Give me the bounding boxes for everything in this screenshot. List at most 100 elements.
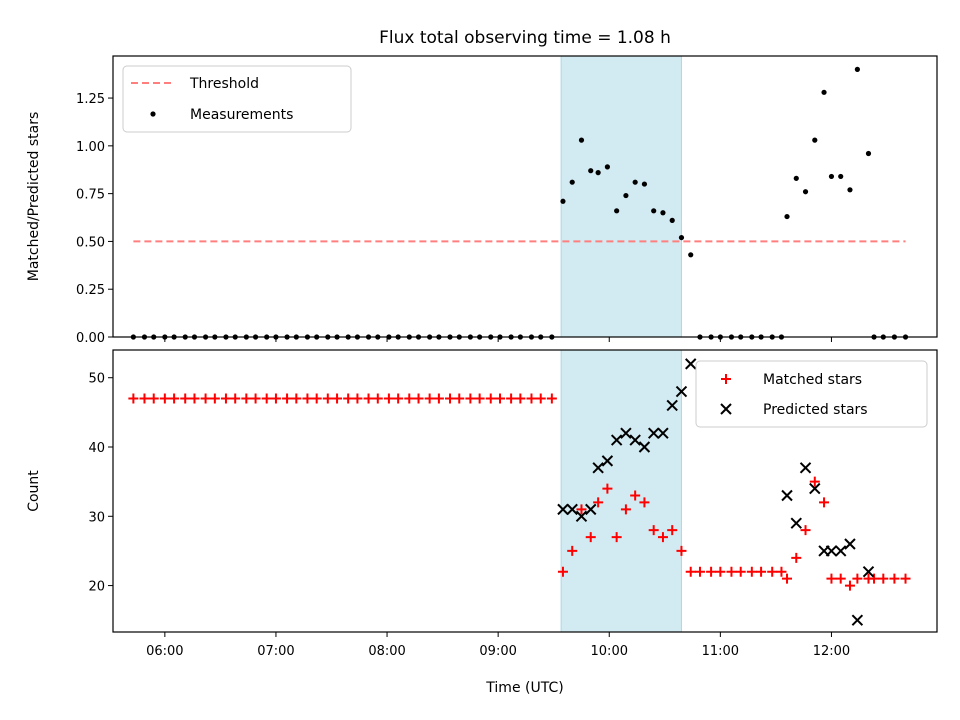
matched-point (782, 573, 793, 584)
matched-point (189, 393, 200, 404)
predicted-point (647, 427, 660, 439)
y-tick-label: 0.50 (76, 235, 105, 250)
matched-point (835, 573, 846, 584)
predicted-point (575, 510, 588, 522)
matched-point (372, 393, 383, 404)
matched-point (567, 545, 578, 556)
matched-point (809, 476, 820, 487)
matched-point (819, 497, 830, 508)
measurement-point (569, 179, 575, 185)
predicted-point (620, 427, 632, 439)
matched-point (694, 566, 705, 577)
matched-point (128, 393, 139, 404)
ratio-panel: 0.00 0.25 0.50 0.75 1.00 1.25 Matched/Predicte… (26, 55, 938, 346)
legend-label: Matched stars (763, 372, 862, 388)
matched-point (585, 532, 596, 543)
legend: Threshold Measurements (122, 65, 352, 133)
matched-point (159, 393, 170, 404)
matched-point (676, 545, 687, 556)
matched-point (506, 393, 517, 404)
measurement-point (802, 189, 809, 195)
predicted-point (566, 503, 578, 516)
observing-span (560, 55, 682, 338)
predicted-point (825, 545, 838, 557)
matched-point (685, 566, 696, 577)
matched-point (454, 393, 465, 404)
x-tick-label: 07:00 (257, 644, 294, 659)
matched-point (139, 393, 150, 404)
matched-point (667, 525, 678, 536)
axes-frame (112, 349, 938, 633)
measurement-point (793, 175, 799, 181)
matched-point (648, 525, 659, 536)
matched-point (900, 573, 911, 584)
matched-point (230, 393, 241, 404)
matched-point (630, 490, 641, 501)
legend-box (695, 360, 928, 428)
matched-point (322, 393, 333, 404)
axes-frame (112, 55, 938, 338)
series-matched-stars (128, 393, 911, 591)
y-tick-label: 40 (88, 441, 105, 456)
x-tick-label: 08:00 (368, 644, 405, 659)
measurement-point (678, 234, 685, 241)
y-tick-label: 0.25 (76, 283, 105, 298)
matched-point (878, 573, 889, 584)
matched-point (715, 566, 726, 577)
chart-title: Flux total observing time = 1.08 h (379, 28, 671, 48)
matched-point (261, 393, 272, 404)
matched-point (180, 393, 191, 404)
matched-point (241, 393, 252, 404)
matched-point (746, 566, 757, 577)
legend-predicted-swatch (720, 403, 732, 415)
measurement-point (784, 213, 790, 220)
matched-point (363, 393, 374, 404)
matched-point (343, 393, 354, 404)
x-tick-label: 12:00 (813, 644, 850, 659)
predicted-point (585, 503, 597, 516)
matched-point (826, 573, 837, 584)
measurement-point (623, 192, 629, 199)
matched-point (735, 566, 746, 577)
predicted-point (844, 538, 856, 550)
predicted-point (629, 434, 641, 446)
predicted-point (835, 545, 847, 557)
matched-point (465, 393, 476, 404)
matched-point (270, 393, 281, 404)
predicted-point (601, 455, 614, 467)
matched-point (393, 393, 404, 404)
measurement-point (595, 170, 601, 176)
measurement-point (838, 173, 844, 180)
matched-point (474, 393, 485, 404)
measurement-point (854, 66, 860, 72)
matched-point (869, 573, 880, 584)
matched-point (515, 393, 526, 404)
matched-point (220, 393, 231, 404)
matched-point (852, 573, 863, 584)
matched-point (611, 532, 622, 543)
predicted-point (666, 399, 678, 412)
measurement-point (865, 150, 872, 157)
matched-point (791, 552, 802, 563)
matched-point (844, 580, 855, 591)
y-tick-label: 0.00 (76, 331, 105, 346)
matched-point (776, 566, 787, 577)
measurement-point (688, 252, 694, 258)
measurement-point (847, 187, 853, 193)
predicted-point (657, 427, 669, 439)
legend: Matched stars Predicted stars (695, 360, 928, 428)
predicted-point (862, 566, 875, 578)
predicted-point (790, 517, 802, 529)
predicted-point (638, 441, 651, 453)
matched-point (706, 566, 717, 577)
matched-point (200, 393, 211, 404)
matched-point (657, 532, 668, 543)
series-predicted-stars (557, 358, 875, 626)
x-tick-label: 06:00 (146, 644, 183, 659)
matched-point (726, 566, 737, 577)
matched-point (433, 393, 444, 404)
legend-box (122, 65, 352, 133)
predicted-point (799, 462, 812, 474)
matched-point (526, 393, 537, 404)
